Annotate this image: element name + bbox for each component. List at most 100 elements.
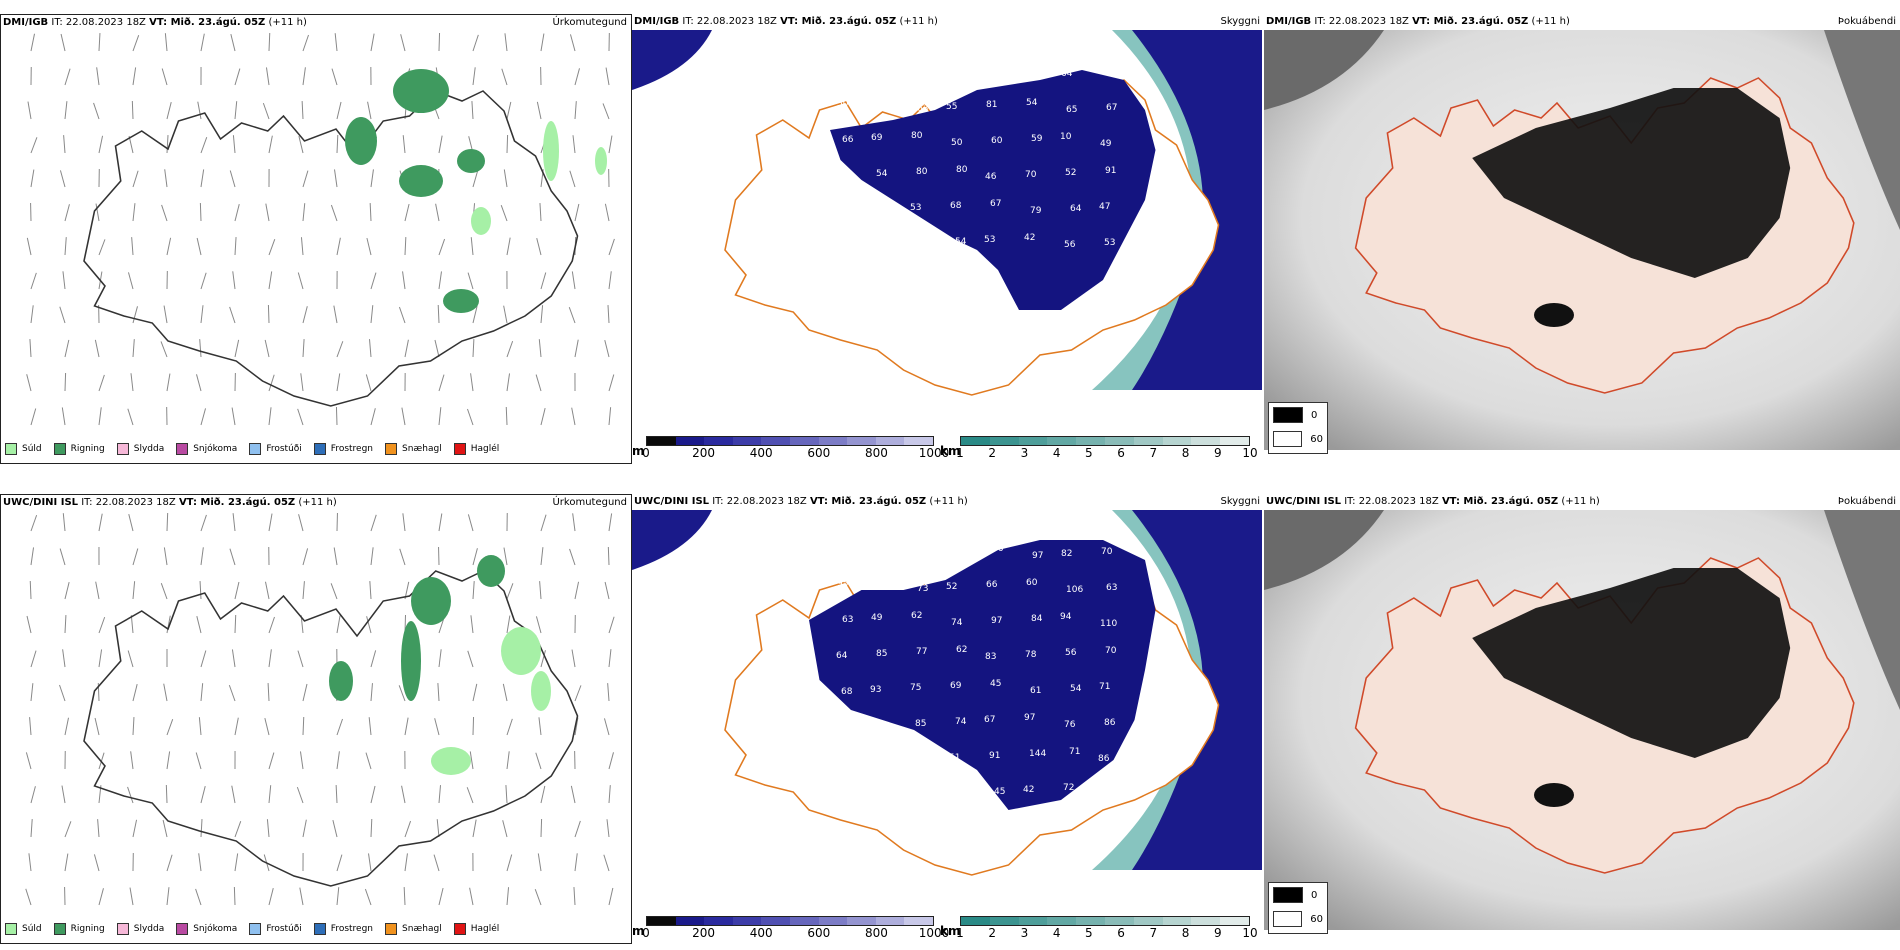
visibility-value-label: 78 — [1025, 650, 1037, 660]
fog-legend-row-high: 60 — [1269, 427, 1327, 451]
panel-header: DMI/IGB IT: 22.08.2023 18Z VT: Mið. 23.á… — [3, 17, 307, 28]
precip-legend-item: Súld — [5, 923, 42, 935]
visibility-value-label: 79 — [909, 755, 921, 765]
colorbar-tick-label: 200 — [692, 446, 716, 460]
wind-barbs — [26, 32, 615, 426]
colorbar-step — [875, 437, 905, 445]
colorbar-step — [704, 437, 733, 445]
visibility-value-label: 80 — [911, 131, 923, 141]
iceland-precipitation-map — [26, 32, 615, 426]
visibility-value-label: 74 — [951, 618, 963, 628]
legend-label: Súld — [22, 444, 42, 454]
wind-barbs — [25, 512, 615, 906]
colorbar-step — [1133, 437, 1163, 445]
fog-legend-row-low: 0 — [1269, 403, 1327, 427]
panel-header: UWC/DINI ISL IT: 22.08.2023 18Z VT: Mið.… — [3, 497, 337, 508]
legend-swatch — [176, 923, 189, 935]
visibility-value-label: 107 — [840, 750, 857, 760]
colorbar-step — [1220, 917, 1249, 925]
visibility-value-label: 56 — [1064, 240, 1076, 250]
panel-title: Úrkomutegund — [552, 17, 627, 28]
legend-swatch — [176, 443, 189, 455]
colorbar-step — [732, 437, 762, 445]
visibility-value-label: 53 — [1104, 238, 1115, 248]
visibility-value-label: 46 — [985, 172, 997, 182]
colorbar-tick-label: 200 — [692, 926, 716, 940]
panel-header: UWC/DINI ISL IT: 22.08.2023 18Z VT: Mið.… — [634, 496, 968, 507]
legend-swatch — [313, 443, 326, 455]
legend-label: Haglél — [470, 924, 500, 934]
colorbar-tick-label: 3 — [1020, 926, 1029, 940]
visibility-value-label: 71 — [1099, 682, 1110, 692]
precip-legend-item: Haglél — [453, 923, 500, 935]
visibility-value-label: 60 — [991, 136, 1003, 146]
fog-legend-row-low: 0 — [1269, 883, 1327, 907]
visibility-value-label: 70 — [1101, 547, 1113, 557]
colorbar-strip — [960, 436, 1250, 446]
precip-legend-item: Súld — [5, 443, 42, 455]
colorbar-tick-label: 6 — [1117, 926, 1125, 940]
legend-label: Haglél — [470, 444, 500, 454]
visibility-value-label: 93 — [870, 685, 881, 695]
visibility-value-label: 77 — [916, 647, 927, 657]
precip-panel-row2: UWC/DINI ISL IT: 22.08.2023 18Z VT: Mið.… — [0, 494, 632, 944]
visibility-value-label: 55 — [954, 789, 965, 799]
precip-type-legend: Súld Rigning Slydda Snjókoma Frostúði Frostre… — [5, 443, 499, 455]
visibility-value-label: 90 — [1101, 67, 1113, 77]
precip-area — [543, 121, 559, 181]
legend-swatch — [385, 923, 398, 935]
colorbar-step — [1018, 917, 1048, 925]
visibility-value-label: 81 — [986, 100, 997, 110]
colorbar-tick-label: 1000 — [918, 926, 950, 940]
legend-label: Frostúði — [266, 444, 302, 454]
visibility-value-label: 97 — [1032, 551, 1043, 561]
colorbar-step — [1220, 437, 1249, 445]
colorbar-tick-label: 10 — [1242, 446, 1258, 460]
panel-title: Skyggni — [1220, 496, 1260, 507]
colorbar-tick-label: 800 — [864, 446, 888, 460]
colorbar-tick-label: 7 — [1149, 446, 1158, 460]
visibility-value-label: 69 — [871, 133, 883, 143]
m-unit-label: m — [632, 924, 645, 938]
fog-panel-row2: UWC/DINI ISL IT: 22.08.2023 18Z VT: Mið.… — [1264, 494, 1900, 944]
colorbar-tick-label: 4 — [1052, 926, 1061, 940]
visibility-value-label: 63 — [842, 615, 853, 625]
nw-low-visibility — [632, 30, 712, 90]
visibility-value-label: 62 — [956, 645, 967, 655]
visibility-panel-row1: DMI/IGB IT: 22.08.2023 18Z VT: Mið. 23.á… — [632, 14, 1264, 464]
visibility-values: 71 55 102 79 56 97 82 70 95 92 73 52 66 60 106 63 63 49 62… — [832, 543, 1117, 799]
visibility-value-label: 67 — [990, 199, 1001, 209]
colorbar-step — [1018, 437, 1048, 445]
colorbar-step — [1191, 917, 1221, 925]
precip-area — [501, 627, 541, 675]
visibility-value-label: 67 — [984, 715, 995, 725]
colorbar-tick-label: 400 — [749, 926, 773, 940]
colorbar-step — [1047, 917, 1077, 925]
colorbar-step — [761, 917, 790, 925]
visibility-value-label: 73 — [917, 584, 928, 594]
precip-area — [345, 117, 377, 165]
colorbar-strip — [646, 436, 934, 446]
colorbar-step — [1076, 917, 1105, 925]
visibility-value-label: 68 — [950, 201, 962, 211]
low-visibility-area — [809, 540, 1156, 810]
visibility-value-label: 53 — [984, 235, 995, 245]
colorbar-step — [818, 437, 848, 445]
visibility-value-label: 71 — [832, 543, 843, 553]
colorbar-tick-label: 10 — [1242, 926, 1258, 940]
visibility-value-label: 64 — [1070, 204, 1082, 214]
visibility-value-label: 66 — [986, 580, 998, 590]
precip-type-legend: Súld Rigning Slydda Snjókoma Frostúði Frostre… — [5, 923, 499, 935]
colorbar-step — [675, 437, 705, 445]
visibility-value-label: 97 — [1024, 713, 1035, 723]
visibility-value-label: 102 — [912, 548, 929, 558]
precip-area — [399, 165, 443, 197]
colorbar-tick-label: 8 — [1181, 446, 1190, 460]
colorbar-tick-label: 1 — [956, 926, 964, 940]
legend-swatch — [116, 443, 129, 455]
colorbar-step — [989, 917, 1019, 925]
fog-high-index-area — [1472, 568, 1791, 758]
precip-panel-row1: DMI/IGB IT: 22.08.2023 18Z VT: Mið. 23.á… — [0, 14, 632, 464]
colorbar-tick-label: 400 — [749, 446, 773, 460]
colorbar-step — [1162, 917, 1192, 925]
